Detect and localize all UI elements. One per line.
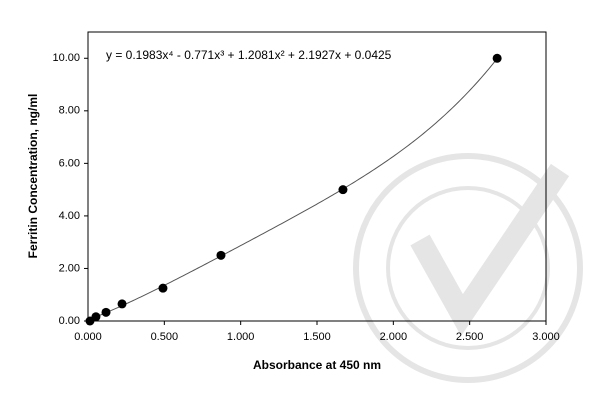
x-tick-label: 3.000 [532, 331, 560, 343]
y-tick-label: 4.00 [59, 210, 80, 222]
equation: y = 0.1983x⁴ - 0.771x³ + 1.2081x² + 2.19… [106, 48, 392, 62]
y-tick-label: 6.00 [59, 157, 80, 169]
fit-curve [89, 58, 498, 320]
y-tick-label: 8.00 [59, 105, 80, 117]
x-tick-label: 0.000 [74, 331, 102, 343]
x-tick-label: 2.500 [456, 331, 484, 343]
data-point [91, 312, 101, 322]
data-point [492, 53, 502, 63]
data-point [338, 185, 348, 195]
data-point [117, 299, 127, 309]
x-tick-label: 1.500 [303, 331, 331, 343]
y-tick-label: 2.00 [59, 262, 80, 274]
watermark [353, 153, 583, 383]
data-point [101, 307, 111, 317]
x-tick-label: 1.000 [227, 331, 255, 343]
x-axis-title: Absorbance at 450 nm [253, 358, 381, 372]
y-tick-label: 10.00 [52, 52, 80, 64]
x-tick-label: 0.500 [151, 331, 179, 343]
y-tick-label: 0.00 [59, 315, 80, 327]
data-point [216, 250, 226, 260]
y-axis-title: Ferritin Concentration, ng/ml [26, 94, 40, 259]
x-tick-label: 2.000 [380, 331, 408, 343]
data-point [158, 283, 168, 293]
